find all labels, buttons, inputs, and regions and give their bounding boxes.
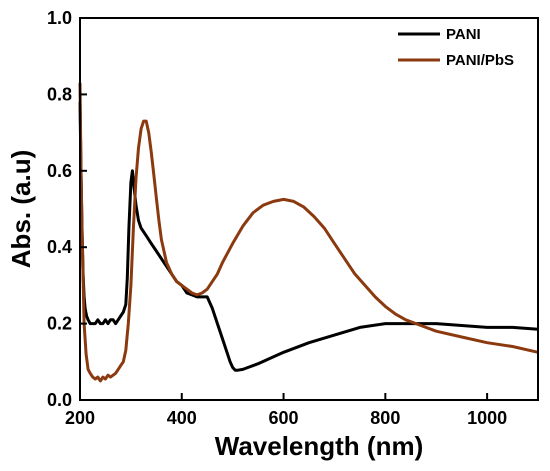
legend-label: PANI/PbS — [446, 52, 514, 69]
series-line-0 — [78, 101, 539, 372]
x-tick-label: 200 — [65, 408, 95, 428]
y-tick-label: 1.0 — [47, 8, 72, 28]
y-axis-title: Abs. (a.u) — [6, 150, 36, 268]
x-tick-label: 400 — [167, 408, 197, 428]
x-axis-title: Wavelength (nm) — [215, 431, 423, 461]
y-tick-label: 0.0 — [47, 390, 72, 410]
x-tick-label: 600 — [269, 408, 299, 428]
ticks-layer: 200 400 600 800 1000 0.0 0.2 0.4 0.6 0.8 1.0 — [47, 8, 507, 428]
series-layer — [78, 82, 539, 383]
legend: PANI PANI/PbS — [398, 26, 514, 69]
series-line-1 — [78, 82, 539, 383]
y-tick-label: 0.6 — [47, 161, 72, 181]
y-tick-label: 0.2 — [47, 314, 72, 334]
plot-frame — [79, 17, 539, 401]
y-tick-label: 0.4 — [47, 237, 72, 257]
x-tick-label: 1000 — [467, 408, 507, 428]
x-tick-label: 800 — [370, 408, 400, 428]
legend-label: PANI — [446, 26, 481, 43]
plot-area: 200 400 600 800 1000 0.0 0.2 0.4 0.6 0.8 1.0 — [47, 8, 539, 428]
y-tick-label: 0.8 — [47, 84, 72, 104]
